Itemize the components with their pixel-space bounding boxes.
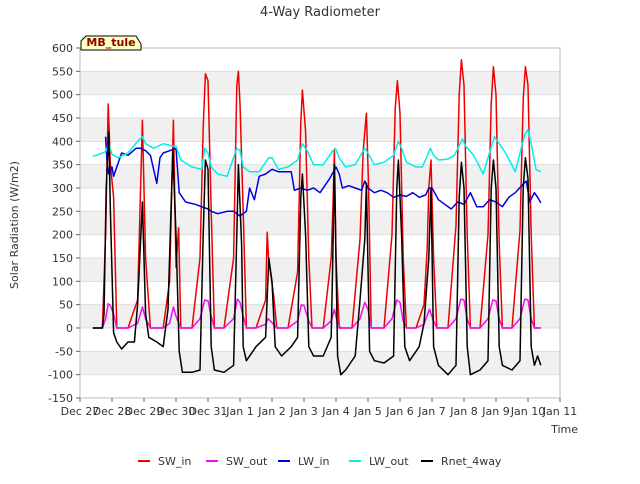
legend-label: Rnet_4way <box>441 455 502 468</box>
y-tick-label: -50 <box>55 345 73 358</box>
series-line-lw-in <box>104 136 542 217</box>
y-tick-label: 100 <box>52 275 73 288</box>
legend-item: LW_in <box>278 455 330 468</box>
legend-item: SW_out <box>206 455 268 468</box>
site-badge-box <box>80 35 142 51</box>
x-tick-label: Dec 28 <box>93 405 132 418</box>
x-tick-label: Jan 8 <box>449 405 477 418</box>
x-tick-label: Jan 3 <box>289 405 317 418</box>
legend-item: LW_out <box>349 455 409 468</box>
y-tick-label: 400 <box>52 135 73 148</box>
y-tick-label: 200 <box>52 229 73 242</box>
chart-title: 4-Way Radiometer <box>260 5 381 20</box>
x-tick-label: Dec 30 <box>157 405 196 418</box>
y-tick-label: 600 <box>52 42 73 55</box>
x-tick-label: Dec 27 <box>61 405 100 418</box>
y-tick-label: 450 <box>52 112 73 125</box>
x-tick-label: Jan 10 <box>510 405 545 418</box>
series-line-lw-out <box>92 128 542 178</box>
legend-label: SW_out <box>226 455 268 468</box>
legend-item: SW_in <box>138 455 191 468</box>
y-axis: -150 -100 -50 0 50 100 150 200 250 300 350 400 450 50… <box>48 42 80 405</box>
x-tick-label: Jan 4 <box>321 405 349 418</box>
x-tick-label: Dec 31 <box>189 405 228 418</box>
x-tick-label: Jan 11 <box>542 405 577 418</box>
x-tick-label: Jan 5 <box>353 405 381 418</box>
series-line-sw-in <box>92 58 541 329</box>
y-tick-label: 300 <box>52 182 73 195</box>
legend-item: Rnet_4way <box>421 455 502 468</box>
plot-band <box>80 164 560 188</box>
legend-label: SW_in <box>158 455 191 468</box>
x-tick-label: Jan 7 <box>417 405 445 418</box>
site-badge: MB_tule <box>80 35 142 51</box>
series-layer <box>92 58 542 376</box>
series-line-rnet-4way <box>92 131 542 376</box>
legend: SW_in SW_out LW_in LW_out Rnet_4way <box>138 455 502 468</box>
legend-label: LW_out <box>369 455 409 468</box>
y-tick-label: 350 <box>52 159 73 172</box>
y-tick-label: 500 <box>52 89 73 102</box>
x-tick-label: Jan 6 <box>385 405 413 418</box>
x-tick-label: Jan 9 <box>481 405 509 418</box>
plot-frame <box>79 47 561 399</box>
plot-background <box>80 48 560 398</box>
x-tick-label: Jan 1 <box>225 405 253 418</box>
series-line-sw-out <box>92 298 541 329</box>
y-tick-label: 550 <box>52 65 73 78</box>
y-tick-label: 0 <box>66 322 73 335</box>
x-tick-label: Dec 29 <box>125 405 164 418</box>
y-tick-label: 250 <box>52 205 73 218</box>
plot-band <box>80 304 560 328</box>
legend-label: LW_in <box>298 455 330 468</box>
y-tick-label: 150 <box>52 252 73 265</box>
y-axis-label: Solar Radiation (W/m2) <box>8 161 21 289</box>
site-badge-label: MB_tule <box>86 36 135 49</box>
plot-band <box>80 258 560 282</box>
plot-band <box>80 71 560 95</box>
y-tick-label: -150 <box>48 392 73 405</box>
plot-band <box>80 118 560 142</box>
y-tick-label: 50 <box>59 299 73 312</box>
x-tick-label: Jan 2 <box>257 405 285 418</box>
y-tick-label: -100 <box>48 369 73 382</box>
x-axis-label: Time <box>550 423 578 436</box>
